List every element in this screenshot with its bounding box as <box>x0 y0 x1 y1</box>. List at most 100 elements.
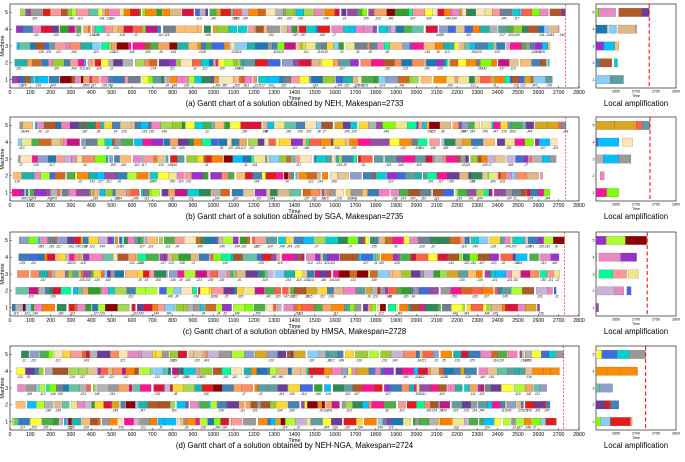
operation-bar <box>331 417 343 426</box>
panel-caption: (a) Gantt chart of a solution obtained b… <box>186 99 404 108</box>
operation-bar <box>271 42 278 50</box>
job-label: J6 <box>435 50 440 54</box>
job-label: J38 <box>391 197 398 201</box>
job-label: J18 <box>222 375 229 379</box>
operation-bar <box>342 75 353 84</box>
job-label: J36 <box>525 409 532 413</box>
operation-bar <box>210 188 214 197</box>
operation-bar <box>50 188 58 197</box>
operation-bar <box>252 236 255 245</box>
job-label: J34 <box>316 180 323 184</box>
operation-bar <box>31 138 40 146</box>
job-label: J19 <box>374 16 381 20</box>
x-tick-label: 2000 <box>411 90 423 96</box>
operation-bar <box>418 121 423 130</box>
job-label: J36 <box>525 375 532 379</box>
operation-bar <box>399 188 409 197</box>
operation-bar <box>508 350 518 359</box>
operation-bar <box>521 155 524 163</box>
operation-bar <box>64 367 69 375</box>
operation-bar <box>453 367 461 375</box>
job-label: J15 <box>154 392 161 396</box>
operation-bar <box>137 253 147 261</box>
operation-bar <box>470 42 476 50</box>
job-label: J21 <box>69 312 76 316</box>
operation-bar <box>537 236 544 245</box>
operation-bar <box>248 25 255 33</box>
operation-bar <box>101 270 105 278</box>
operation-bar <box>212 253 222 261</box>
operation-bar <box>95 121 102 130</box>
job-label: J20 <box>331 426 338 430</box>
operation-bar <box>283 8 286 17</box>
job-label: J20 <box>169 358 176 362</box>
operation-bar <box>305 287 318 295</box>
operation-bar <box>401 287 411 295</box>
job-label: J16 <box>79 261 86 265</box>
operation-bar <box>550 367 560 375</box>
operation-bar <box>524 75 531 84</box>
operation-bar <box>85 303 92 312</box>
job-label: J5 <box>158 426 163 430</box>
operation-bar <box>41 25 53 33</box>
operation-bar <box>254 303 266 312</box>
operation-bar <box>341 8 347 17</box>
operation-bar <box>434 155 444 163</box>
x-tick-label: 1800 <box>370 90 382 96</box>
job-label: J29 <box>170 358 177 362</box>
job-label: J43 <box>184 278 191 282</box>
operation-bar <box>331 401 340 409</box>
operation-bar <box>230 270 233 278</box>
operation-bar <box>350 59 359 67</box>
y-axis-label: Machine <box>0 35 6 56</box>
x-tick-label: 800 <box>168 318 177 324</box>
operation-bar <box>220 417 229 426</box>
operation-bar <box>159 287 167 295</box>
operation-bar <box>222 236 234 245</box>
operation-bar <box>447 270 459 278</box>
operation-bar <box>83 75 90 84</box>
operation-bar <box>294 287 305 295</box>
job-label: J9 <box>83 244 88 248</box>
operation-bar <box>49 172 55 180</box>
job-label: J40 <box>429 146 436 150</box>
job-label: J9 <box>387 295 392 299</box>
operation-bar <box>319 188 323 197</box>
job-label: J31 <box>154 375 161 379</box>
operation-bar <box>507 401 516 409</box>
zoom-operation-bar <box>610 75 624 84</box>
operation-bar <box>498 25 508 33</box>
panel-caption: (c) Gantt chart of a solution obtained b… <box>183 327 406 336</box>
operation-bar <box>310 417 323 426</box>
operation-bar <box>25 303 32 312</box>
operation-bar <box>400 253 411 261</box>
operation-bar <box>200 303 205 312</box>
operation-bar <box>416 384 420 392</box>
operation-bar <box>287 25 292 33</box>
x-tick-label: 1400 <box>289 318 301 324</box>
operation-bar <box>357 75 362 84</box>
y-tick-label: 3 <box>5 272 8 278</box>
operation-bar <box>501 287 512 295</box>
operation-bar <box>481 121 492 130</box>
operation-bar <box>108 8 120 17</box>
operation-bar <box>494 155 506 163</box>
operation-bar <box>547 42 551 50</box>
operation-bar <box>151 138 164 146</box>
operation-bar <box>238 75 242 84</box>
zoom-x-tick-label: 2750 <box>652 318 660 322</box>
zoom-operation-bar <box>620 252 637 262</box>
operation-bar <box>203 121 212 130</box>
x-tick-label: 2000 <box>411 318 423 324</box>
operation-bar <box>491 121 494 130</box>
job-label: J41 <box>328 278 335 282</box>
operation-bar <box>100 121 105 130</box>
zoom-x-tick-label: 2650 <box>612 318 620 322</box>
operation-bar <box>193 303 201 312</box>
operation-bar <box>82 417 91 426</box>
operation-bar <box>30 75 34 84</box>
operation-bar <box>407 121 417 130</box>
y-tick-label: 2 <box>5 403 8 409</box>
operation-bar <box>471 287 483 295</box>
